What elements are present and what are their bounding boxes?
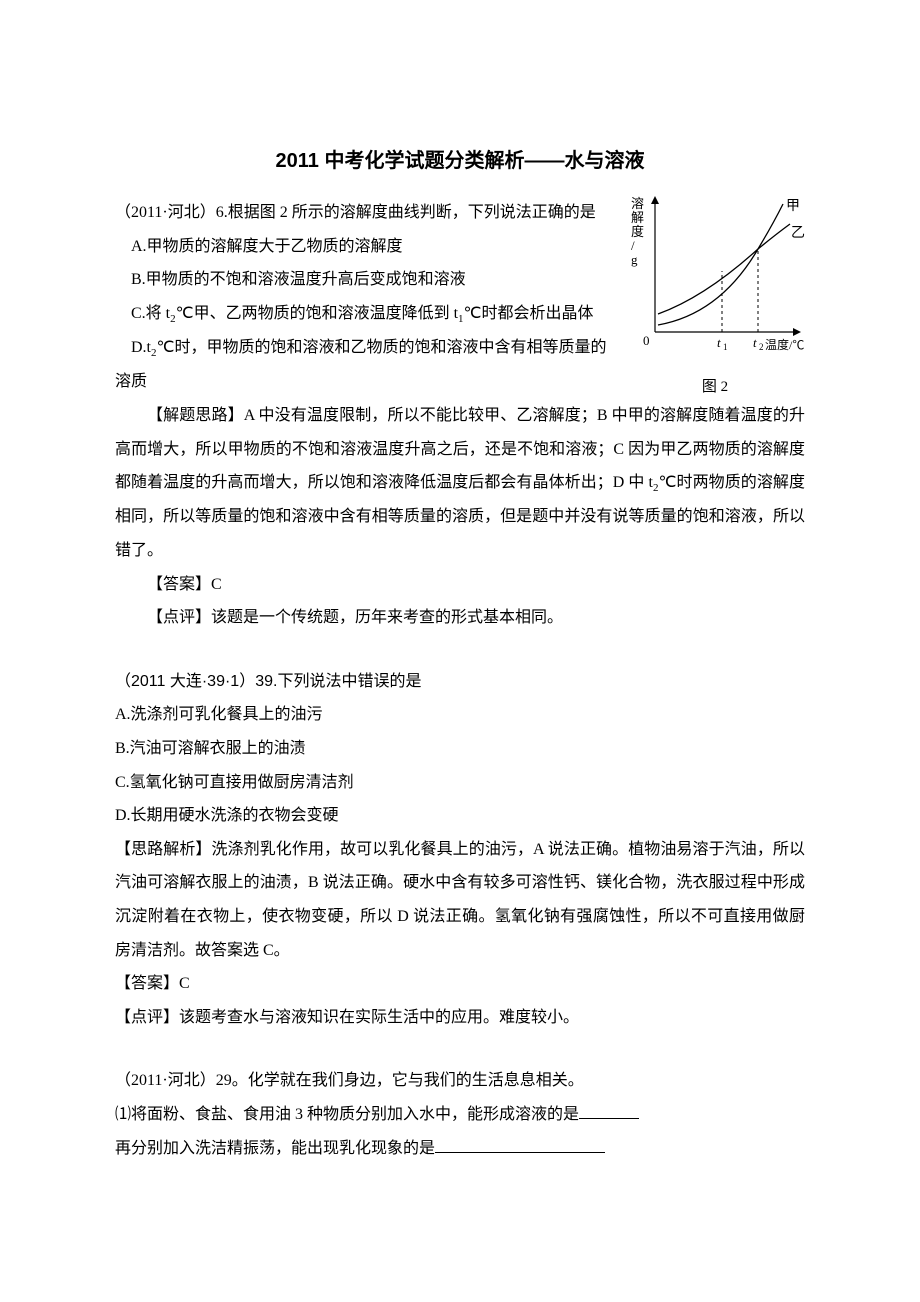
q2-source: （2011 大连·39·1）39. [115,673,277,690]
svg-text:温度/℃: 温度/℃ [765,337,804,352]
q2-stem: 下列说法中错误的是 [277,673,421,690]
document-page: 2011 中考化学试题分类解析——水与溶液 溶 解 [0,0,920,1225]
q3-stem: （2011·河北）29。化学就在我们身边，它与我们的生活息息相关。 [115,1064,805,1098]
svg-text:溶: 溶 [631,196,644,211]
svg-text:2: 2 [759,342,764,352]
q2-option-c: C.氢氧化钠可直接用做厨房清洁剂 [115,766,805,800]
q1c-part2: ℃甲、乙两物质的饱和溶液温度降低到 t [176,305,458,322]
q3-sub1a-text: ⑴将面粉、食盐、食用油 3 种物质分别加入水中，能形成溶液的是 [115,1106,579,1123]
svg-text:解: 解 [631,210,644,225]
svg-text:0: 0 [643,333,650,348]
svg-text:t: t [717,335,721,350]
svg-text:g: g [631,252,638,267]
q1-answer: 【答案】C [115,568,805,602]
q1d-part1: D.t [131,339,151,356]
svg-text:1: 1 [723,342,728,352]
q1-comment: 【点评】该题是一个传统题，历年来考查的形式基本相同。 [115,601,805,635]
svg-text:乙: 乙 [791,225,805,241]
q1c-part1: C.将 t [131,305,170,322]
q2-comment: 【点评】该题考查水与溶液知识在实际生活中的应用。难度较小。 [115,1001,805,1035]
blank-2 [435,1136,605,1153]
svg-text:t: t [753,335,757,350]
solubility-figure: 溶 解 度 / g 甲 乙 0 t1 t2 温度/℃ 图 2 [625,192,805,382]
svg-text:/: / [631,238,635,253]
q2-option-d: D.长期用硬水洗涤的衣物会变硬 [115,799,805,833]
svg-text:度: 度 [631,224,644,239]
spacer-2 [115,1034,805,1064]
page-title: 2011 中考化学试题分类解析——水与溶液 [115,140,805,182]
q3-sub1-line2: 再分别加入洗洁精振荡，能出现乳化现象的是 [115,1132,805,1166]
q2-analysis: 【思路解析】洗涤剂乳化作用，故可以乳化餐具上的油污，A 说法正确。植物油易溶于汽… [115,833,805,967]
spacer [115,635,805,665]
q2-stem-line: （2011 大连·39·1）39.下列说法中错误的是 [115,665,805,699]
question-2-block: （2011 大连·39·1）39.下列说法中错误的是 A.洗涤剂可乳化餐具上的油… [115,665,805,1035]
blank-1 [579,1102,639,1119]
question-3-block: （2011·河北）29。化学就在我们身边，它与我们的生活息息相关。 ⑴将面粉、食… [115,1064,805,1165]
q2-answer: 【答案】C [115,967,805,1001]
q2-option-b: B.汽油可溶解衣服上的油渍 [115,732,805,766]
svg-text:甲: 甲 [786,199,800,214]
q1-analysis: 【解题思路】A 中没有温度限制，所以不能比较甲、乙溶解度；B 中甲的溶解度随着温… [115,399,805,568]
q3-sub1-line1: ⑴将面粉、食盐、食用油 3 种物质分别加入水中，能形成溶液的是 [115,1098,805,1132]
q1d-part2: ℃时，甲物质的饱和溶液和乙物质的饱和溶液中含有相等质量的溶质 [115,339,606,390]
question-1-block: 溶 解 度 / g 甲 乙 0 t1 t2 温度/℃ 图 2 （2011·河北）… [115,196,805,635]
solubility-chart-svg: 溶 解 度 / g 甲 乙 0 t1 t2 温度/℃ [625,192,805,357]
q1c-part3: ℃时都会析出晶体 [464,305,594,322]
q2-option-a: A.洗涤剂可乳化餐具上的油污 [115,698,805,732]
q3-sub1b-text: 再分别加入洗洁精振荡，能出现乳化现象的是 [115,1140,435,1157]
